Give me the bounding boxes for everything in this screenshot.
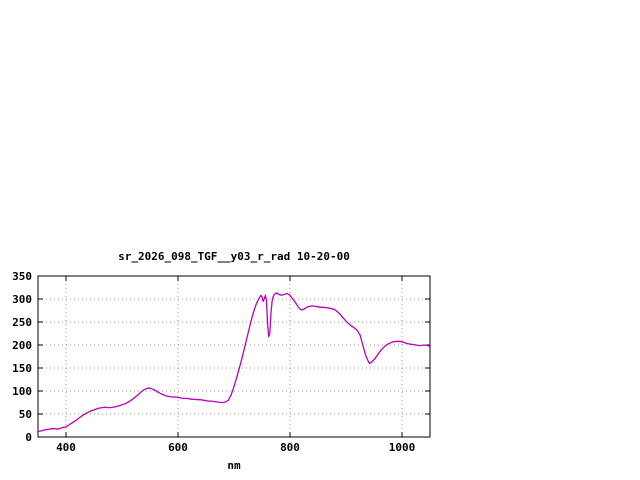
- y-tick-label: 0: [25, 431, 32, 444]
- y-tick-label: 50: [19, 408, 32, 421]
- x-axis-label: nm: [227, 459, 241, 472]
- x-tick-label: 600: [168, 441, 188, 454]
- x-tick-label: 800: [280, 441, 300, 454]
- y-tick-label: 200: [12, 339, 32, 352]
- y-tick-label: 250: [12, 316, 32, 329]
- data-line: [37, 292, 431, 433]
- y-tick-label: 150: [12, 362, 32, 375]
- y-tick-label: 100: [12, 385, 32, 398]
- y-tick-label: 350: [12, 270, 32, 283]
- x-tick-label: 400: [56, 441, 76, 454]
- y-tick-label: 300: [12, 293, 32, 306]
- plot-border: [37, 275, 431, 438]
- x-tick-label: 1000: [389, 441, 416, 454]
- chart-title: sr_2026_098_TGF__y03_r_rad 10-20-00: [118, 250, 350, 263]
